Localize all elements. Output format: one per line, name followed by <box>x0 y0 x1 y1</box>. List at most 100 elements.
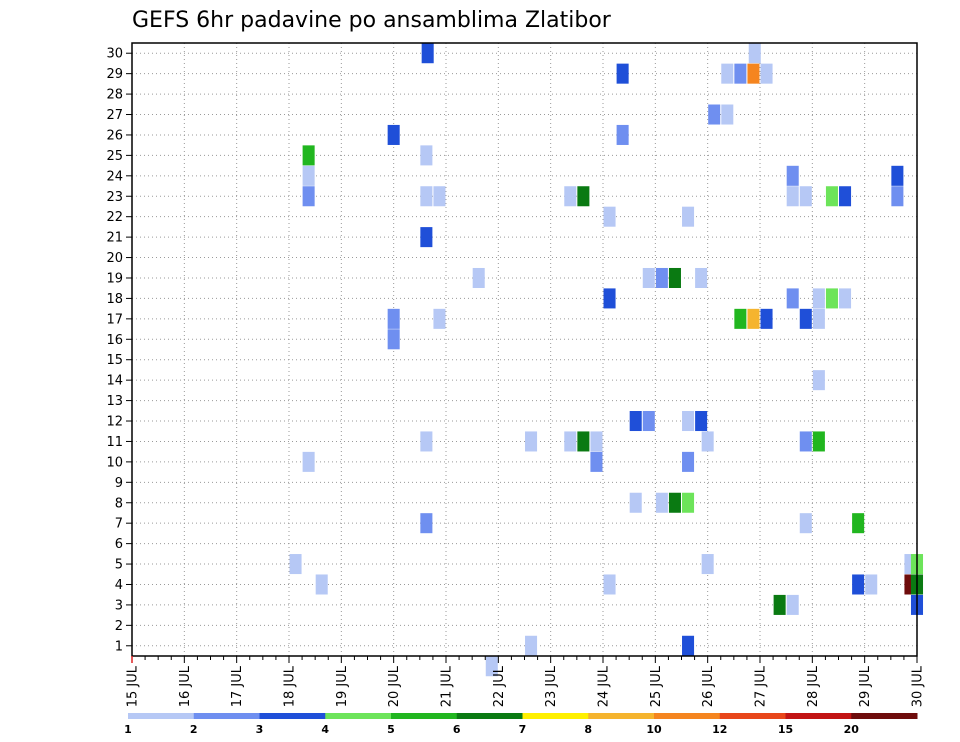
data-cell <box>603 288 616 309</box>
data-cell <box>387 329 400 350</box>
y-tick-label: 29 <box>106 67 123 82</box>
colorbar-segment <box>325 713 392 719</box>
data-cell <box>302 451 315 472</box>
data-cell <box>315 574 328 595</box>
y-tick-label: 25 <box>106 149 123 164</box>
data-cell <box>642 411 655 432</box>
data-cell <box>421 43 434 64</box>
colorbar-label: 8 <box>584 723 592 736</box>
colorbar-segment <box>785 713 852 719</box>
data-cell <box>642 267 655 288</box>
data-cell <box>387 124 400 145</box>
data-cell <box>825 288 838 309</box>
data-cell <box>721 63 734 84</box>
y-tick-label: 6 <box>115 537 123 552</box>
colorbar-label: 4 <box>321 723 329 736</box>
data-cell <box>655 267 668 288</box>
data-cell <box>289 554 302 575</box>
y-tick-label: 23 <box>106 190 123 205</box>
data-cell <box>760 63 773 84</box>
x-tick-label: 27 JUL <box>754 665 769 707</box>
data-cell <box>577 186 590 207</box>
x-tick-label: 16 JUL <box>178 665 193 707</box>
x-axis: 15 JUL 16 JUL 17 JUL 18 JUL 19 JUL 20 JUL 21 J… <box>126 656 926 707</box>
data-cell <box>682 451 695 472</box>
colorbar-segment <box>522 713 589 719</box>
x-tick-label: 15 JUL <box>126 665 141 707</box>
data-cell <box>590 431 603 452</box>
data-cell <box>891 165 904 186</box>
colorbar-label: 1 <box>124 723 132 736</box>
colorbar-label: 12 <box>712 723 727 736</box>
grid <box>131 43 918 656</box>
data-cell <box>748 43 761 64</box>
data-cell <box>852 574 865 595</box>
data-cell <box>825 186 838 207</box>
y-tick-label: 1 <box>115 639 123 654</box>
data-cells <box>289 43 924 677</box>
data-cell <box>420 186 433 207</box>
data-cell <box>420 431 433 452</box>
y-tick-label: 21 <box>106 231 123 246</box>
colorbar-segment <box>259 713 326 719</box>
data-cell <box>433 186 446 207</box>
y-tick-label: 27 <box>106 108 123 123</box>
colorbar-segment <box>391 713 458 719</box>
data-cell <box>865 574 878 595</box>
chart-title: GEFS 6hr padavine po ansamblima Zlatibor <box>132 8 612 33</box>
y-tick-label: 4 <box>115 578 123 593</box>
colorbar: 1 2 3 4 5 6 7 8 10 12 15 20 <box>124 713 918 736</box>
colorbar-label: 2 <box>190 723 198 736</box>
data-cell <box>734 308 747 329</box>
y-tick-label: 16 <box>106 333 123 348</box>
data-cell <box>799 186 812 207</box>
data-cell <box>682 635 695 656</box>
data-cell <box>472 267 485 288</box>
x-tick-label: 17 JUL <box>230 665 245 707</box>
y-tick-label: 10 <box>106 455 123 470</box>
colorbar-label: 5 <box>387 723 395 736</box>
data-cell <box>786 165 799 186</box>
data-cell <box>786 288 799 309</box>
y-tick-label: 19 <box>106 271 123 286</box>
colorbar-label: 10 <box>646 723 662 736</box>
data-cell <box>773 594 786 615</box>
data-cell <box>747 63 760 84</box>
colorbar-segment <box>654 713 721 719</box>
colorbar-label: 15 <box>778 723 793 736</box>
y-tick-label: 12 <box>106 415 123 430</box>
x-tick-label: 21 JUL <box>440 665 455 707</box>
data-cell <box>616 124 629 145</box>
x-tick-label: 28 JUL <box>806 665 821 707</box>
x-tick-label: 18 JUL <box>283 665 298 707</box>
data-cell <box>891 186 904 207</box>
colorbar-segment <box>128 713 195 719</box>
data-cell <box>812 431 825 452</box>
data-cell <box>655 492 668 513</box>
data-cell <box>590 451 603 472</box>
data-cell <box>302 186 315 207</box>
y-tick-label: 17 <box>106 312 123 327</box>
data-cell <box>668 492 681 513</box>
y-tick-label: 26 <box>106 128 123 143</box>
y-tick-label: 3 <box>115 598 123 613</box>
y-tick-label: 15 <box>106 353 123 368</box>
data-cell <box>799 513 812 534</box>
y-tick-label: 28 <box>106 88 123 103</box>
data-cell <box>799 431 812 452</box>
x-tick-label: 29 JUL <box>858 665 873 707</box>
data-cell <box>812 370 825 391</box>
data-cell <box>786 594 799 615</box>
colorbar-segment <box>193 713 260 719</box>
data-cell <box>485 656 498 677</box>
data-cell <box>799 308 812 329</box>
y-tick-label: 13 <box>106 394 123 409</box>
data-cell <box>420 513 433 534</box>
colorbar-label: 6 <box>453 723 461 736</box>
y-tick-label: 24 <box>106 169 123 184</box>
data-cell <box>734 63 747 84</box>
data-cell <box>682 411 695 432</box>
y-tick-label: 20 <box>106 251 123 266</box>
y-tick-label: 22 <box>106 210 123 225</box>
